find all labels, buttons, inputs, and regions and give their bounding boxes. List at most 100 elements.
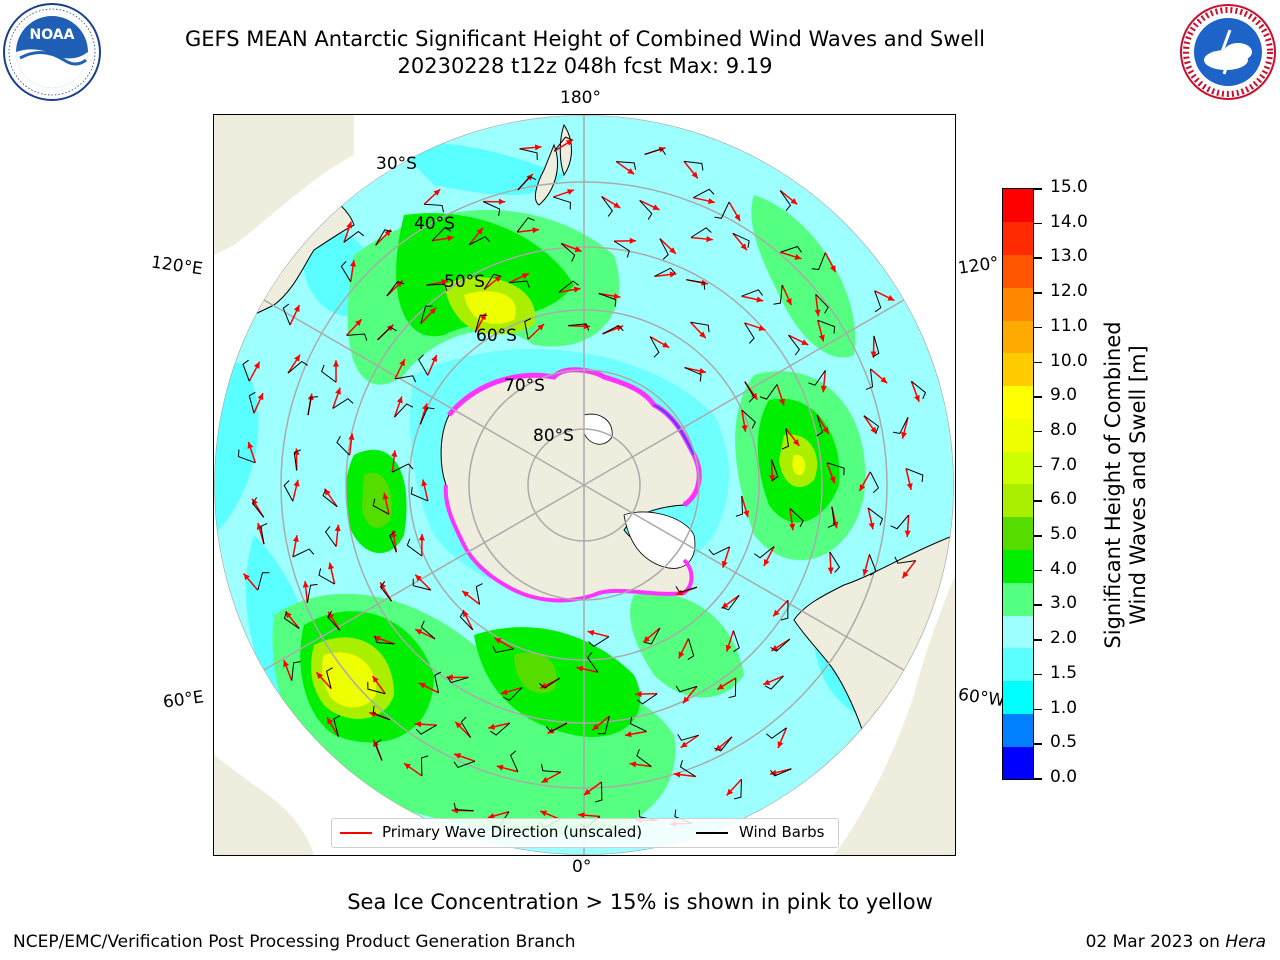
wave-arrow-head (822, 426, 829, 434)
wave-arrow-head (463, 610, 469, 618)
wave-arrow-head (565, 139, 573, 146)
wind-barb (686, 279, 706, 290)
wind-barbs (237, 136, 927, 829)
wave-arrow-head (422, 403, 428, 411)
colorbar-tick-label: 10.0 (1050, 350, 1088, 371)
wave-arrow-head (829, 476, 836, 484)
colorbar-segment (1003, 647, 1033, 682)
wind-barb (639, 200, 653, 220)
wind-barb (553, 196, 571, 210)
wave-arrow-head (769, 475, 776, 482)
wind-barb (242, 359, 250, 382)
wave-arrow-head (627, 168, 635, 175)
wind-barb (419, 407, 435, 425)
chart-subtitle: 20230228 t12z 048h fcst Max: 9.19 (397, 54, 773, 78)
wind-barb (553, 136, 573, 152)
wave-arrow-head (431, 355, 437, 363)
wind-barb (519, 148, 538, 160)
wind-barb (773, 285, 783, 305)
wave-arrow-head (721, 602, 729, 609)
wave-direction-legend-line (340, 832, 372, 834)
colorbar-tick-label: 9.0 (1050, 385, 1078, 406)
colorbar-tick-label: 1.0 (1050, 697, 1078, 718)
lat-label-80s: 80°S (533, 426, 574, 446)
colorbar-segment (1003, 680, 1033, 714)
wind-barb (636, 749, 652, 767)
wave-arrow-head (395, 280, 403, 288)
wind-barb (282, 303, 291, 326)
wave-arrow-head (785, 298, 792, 306)
colorbar-segment (1003, 418, 1033, 452)
colorbar-tick-label: 14.0 (1050, 211, 1088, 232)
wave-arrow-head (902, 571, 909, 579)
wind-barb (459, 610, 474, 631)
wind-barb (379, 581, 392, 602)
wind-barb (659, 238, 669, 260)
wind-barb (560, 242, 576, 262)
wind-barb (616, 161, 637, 170)
wind-barb (869, 471, 880, 494)
colorbar-segment (1003, 221, 1033, 256)
wind-barb-legend-line (696, 832, 728, 834)
wind-barb (324, 526, 337, 547)
wind-barb (426, 283, 448, 291)
wind-barb (333, 715, 341, 737)
wind-barb (863, 415, 880, 433)
wind-barb (829, 551, 841, 573)
wave-arrow-head (540, 810, 548, 817)
colorbar-segment (1003, 746, 1033, 780)
nws-logo (1180, 4, 1276, 100)
wind-barb (434, 671, 442, 693)
colorbar-tick (1034, 673, 1042, 676)
wave-arrow-head (829, 265, 836, 273)
wind-barb (460, 716, 472, 738)
wave-arrow-head (818, 334, 825, 342)
wave-arrow-head (574, 246, 582, 252)
wave-arrow-head (293, 479, 300, 487)
wind-barb (394, 375, 417, 383)
wave-arrow-head (662, 341, 670, 348)
wave-arrow-head (537, 323, 545, 331)
colorbar-label-line2: Wind Waves and Swell [m] (1126, 345, 1150, 625)
wind-barb (892, 417, 909, 435)
wind-barb (759, 384, 778, 400)
footer-date: 02 Mar 2023 on Hera (1086, 932, 1266, 952)
wind-barb (766, 727, 787, 739)
wave-arrow-head (777, 741, 784, 749)
wind-barb (346, 333, 368, 341)
wave-direction-arrows (242, 139, 920, 827)
wave-arrow-head (758, 325, 766, 331)
wind-barb (808, 370, 826, 386)
noaa-logo: NOAA (3, 3, 101, 101)
wind-barb (815, 293, 829, 314)
wave-arrow-head (901, 431, 908, 439)
wave-arrow-head (247, 441, 254, 449)
wind-barb (420, 755, 429, 776)
wind-barb (374, 635, 395, 645)
wind-barb (453, 802, 474, 812)
colorbar-tick (1034, 604, 1042, 606)
wave-arrow-head (573, 286, 581, 293)
wind-barb (894, 556, 916, 564)
wind-barb (340, 260, 352, 283)
wave-arrow-head (421, 479, 428, 487)
wind-barb-legend-label: Wind Barbs (739, 823, 825, 841)
wave-arrow-head (316, 672, 323, 680)
wave-arrow-head (790, 198, 798, 205)
colorbar-tick (1034, 188, 1042, 190)
wind-barb (721, 595, 740, 611)
wave-arrow-head (699, 368, 707, 374)
wind-barb (327, 610, 341, 631)
colorbar-tick (1034, 430, 1042, 433)
wind-barb (326, 667, 333, 689)
new-zealand-land (534, 143, 558, 206)
wave-arrow-head (487, 813, 495, 819)
lon-label-60w: 60°W (956, 684, 1007, 712)
wind-barb (558, 280, 579, 293)
wave-arrow-head (763, 559, 770, 567)
wave-arrow-head (792, 439, 800, 446)
lon-label-180: 180° (560, 88, 601, 108)
wave-arrow-head (868, 522, 875, 530)
wind-barb (318, 568, 335, 585)
colorbar-tick-label: 2.0 (1050, 628, 1078, 649)
